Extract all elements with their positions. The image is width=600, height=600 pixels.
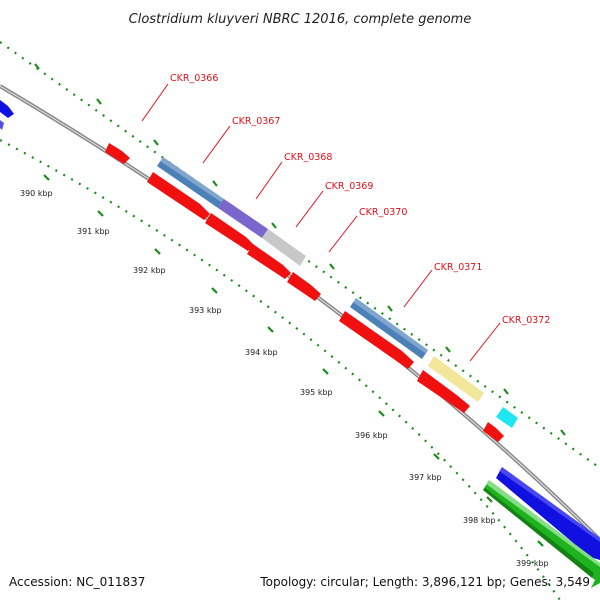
- gene-feature-ckr-0368[interactable]: [218, 199, 268, 238]
- tick-label: 399 kbp: [516, 559, 549, 568]
- gene-feature[interactable]: [0, 120, 4, 130]
- gene-label-ckr-0367[interactable]: CKR_0367: [232, 116, 280, 127]
- gene-label-ckr-0368[interactable]: CKR_0368: [284, 152, 332, 163]
- cds-dark-blue[interactable]: [496, 467, 600, 560]
- cds-ckr-0371[interactable]: [339, 311, 414, 369]
- gene-label-ckr-0372[interactable]: CKR_0372: [502, 315, 550, 326]
- gene-feature-ckr-0367[interactable]: [157, 157, 224, 208]
- cds-ckr-0366[interactable]: [105, 143, 130, 164]
- cds-ckr-0369[interactable]: [247, 244, 291, 279]
- outer-tick-ring: [0, 41, 600, 469]
- kbp-labels: 390 kbp 391 kbp 392 kbp 393 kbp 394 kbp …: [20, 189, 549, 568]
- feature-track-outer: [0, 100, 518, 428]
- tick-label: 391 kbp: [77, 227, 110, 236]
- gene-feature-ckr-0371[interactable]: [350, 298, 428, 359]
- gene-feature-ckr-0372[interactable]: [428, 356, 484, 402]
- cds-ckr-0368[interactable]: [205, 213, 254, 251]
- gene-feature-ckr-0369[interactable]: [262, 229, 306, 266]
- genome-summary: Topology: circular; Length: 3,896,121 bp…: [259, 575, 590, 589]
- tick-label: 394 kbp: [245, 348, 278, 357]
- inner-cds-track: [483, 467, 600, 588]
- inner-major-ticks: [43, 174, 544, 547]
- gene-label-ckr-0370[interactable]: CKR_0370: [359, 207, 407, 218]
- tick-label: 397 kbp: [409, 473, 442, 482]
- gene-feature[interactable]: [496, 407, 518, 428]
- outer-major-ticks: [34, 63, 566, 436]
- tick-label: 395 kbp: [300, 388, 333, 397]
- gene-label-ckr-0371[interactable]: CKR_0371: [434, 262, 482, 273]
- gene-label-ckr-0366[interactable]: CKR_0366: [170, 73, 218, 84]
- inner-tick-ring: [0, 139, 561, 600]
- tick-label: 392 kbp: [133, 266, 166, 275]
- cds-ckr-0367[interactable]: [147, 172, 210, 220]
- gene-labels: CKR_0366 CKR_0367 CKR_0368 CKR_0369 CKR_…: [141, 73, 550, 362]
- tick-label: 390 kbp: [20, 189, 53, 198]
- accession-label: Accession: NC_011837: [9, 575, 145, 589]
- cds-ckr-0372[interactable]: [417, 370, 470, 413]
- tick-label: 396 kbp: [355, 431, 388, 440]
- tick-label: 393 kbp: [189, 306, 222, 315]
- cds-ckr-0370[interactable]: [287, 272, 321, 301]
- cds-feature[interactable]: [483, 422, 504, 442]
- tick-label: 398 kbp: [463, 516, 496, 525]
- map-title: Clostridium kluyveri NBRC 12016, complet…: [129, 12, 472, 27]
- genome-backbone: [0, 84, 600, 542]
- gene-feature[interactable]: [0, 100, 14, 118]
- cds-track: [105, 143, 504, 442]
- gene-label-ckr-0369[interactable]: CKR_0369: [325, 181, 373, 192]
